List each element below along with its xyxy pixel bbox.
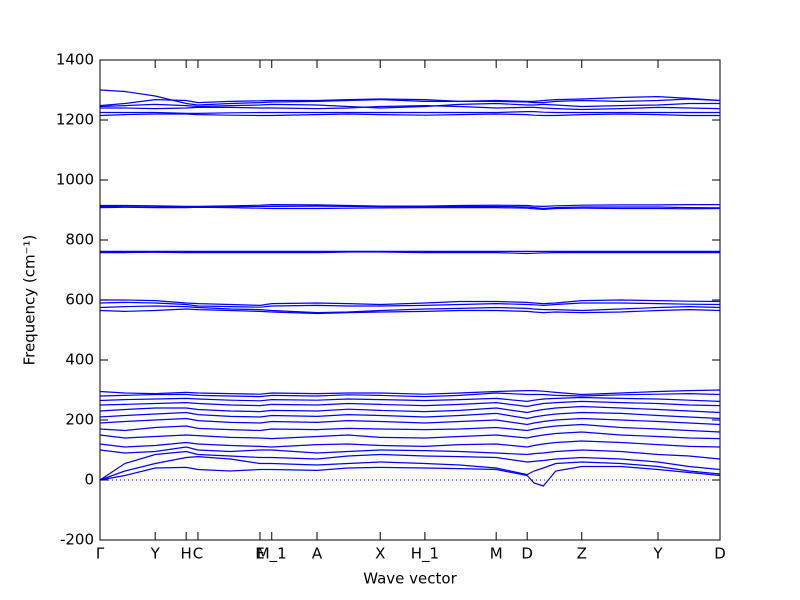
x-tick-label: X (375, 545, 385, 563)
y-tick-label: 1000 (56, 171, 94, 189)
band-line (99, 417, 721, 426)
x-tick-label: Y (150, 545, 161, 563)
band-line (99, 446, 721, 460)
y-tick-label: 400 (65, 351, 94, 369)
x-tick-label: E (255, 545, 264, 563)
band-line (100, 111, 720, 114)
y-tick-label: 0 (84, 471, 94, 489)
y-tick-label: 200 (65, 411, 94, 429)
y-tick-label: 1400 (56, 51, 94, 69)
band-line (99, 423, 721, 433)
x-tick-label: Z (577, 545, 587, 563)
band-line (99, 450, 721, 481)
band-line (99, 305, 721, 314)
x-tick-label: C (193, 545, 203, 563)
band-line (99, 206, 721, 211)
plot-frame (99, 59, 721, 541)
band-line (99, 392, 721, 398)
band-line (99, 431, 721, 440)
y-tick-label: 1200 (56, 111, 94, 129)
y-tick-label: 600 (65, 291, 94, 309)
y-tick-label: 800 (65, 231, 94, 249)
y-axis-label: Frequency (cm⁻¹) (21, 235, 39, 366)
band-line (99, 389, 721, 396)
band-line (99, 98, 721, 107)
band-line (99, 113, 720, 117)
band-line (99, 400, 721, 408)
x-tick-label: M (490, 545, 503, 563)
band-line (99, 102, 720, 109)
x-tick-label: H (181, 545, 192, 563)
x-tick-label: H_1 (411, 545, 439, 564)
band-line (99, 465, 721, 487)
x-tick-label: A (312, 545, 323, 563)
y-tick-label: -200 (60, 531, 94, 549)
band-line (99, 411, 721, 420)
band-line (99, 396, 721, 403)
x-tick-label: Γ (96, 545, 105, 563)
band-line (100, 104, 721, 111)
band-line (99, 455, 721, 481)
x-tick-label: D (714, 545, 726, 563)
x-tick-label: M_1 (257, 545, 287, 564)
band-line (99, 440, 721, 448)
band-line (100, 251, 720, 255)
band-line (99, 89, 721, 106)
band-line (99, 405, 721, 414)
x-axis-label: Wave vector (363, 570, 457, 588)
band-line (100, 299, 721, 307)
x-tick-label: Y (652, 545, 663, 563)
band-line (99, 301, 721, 308)
x-tick-label: D (521, 545, 533, 563)
band-line (99, 308, 721, 315)
